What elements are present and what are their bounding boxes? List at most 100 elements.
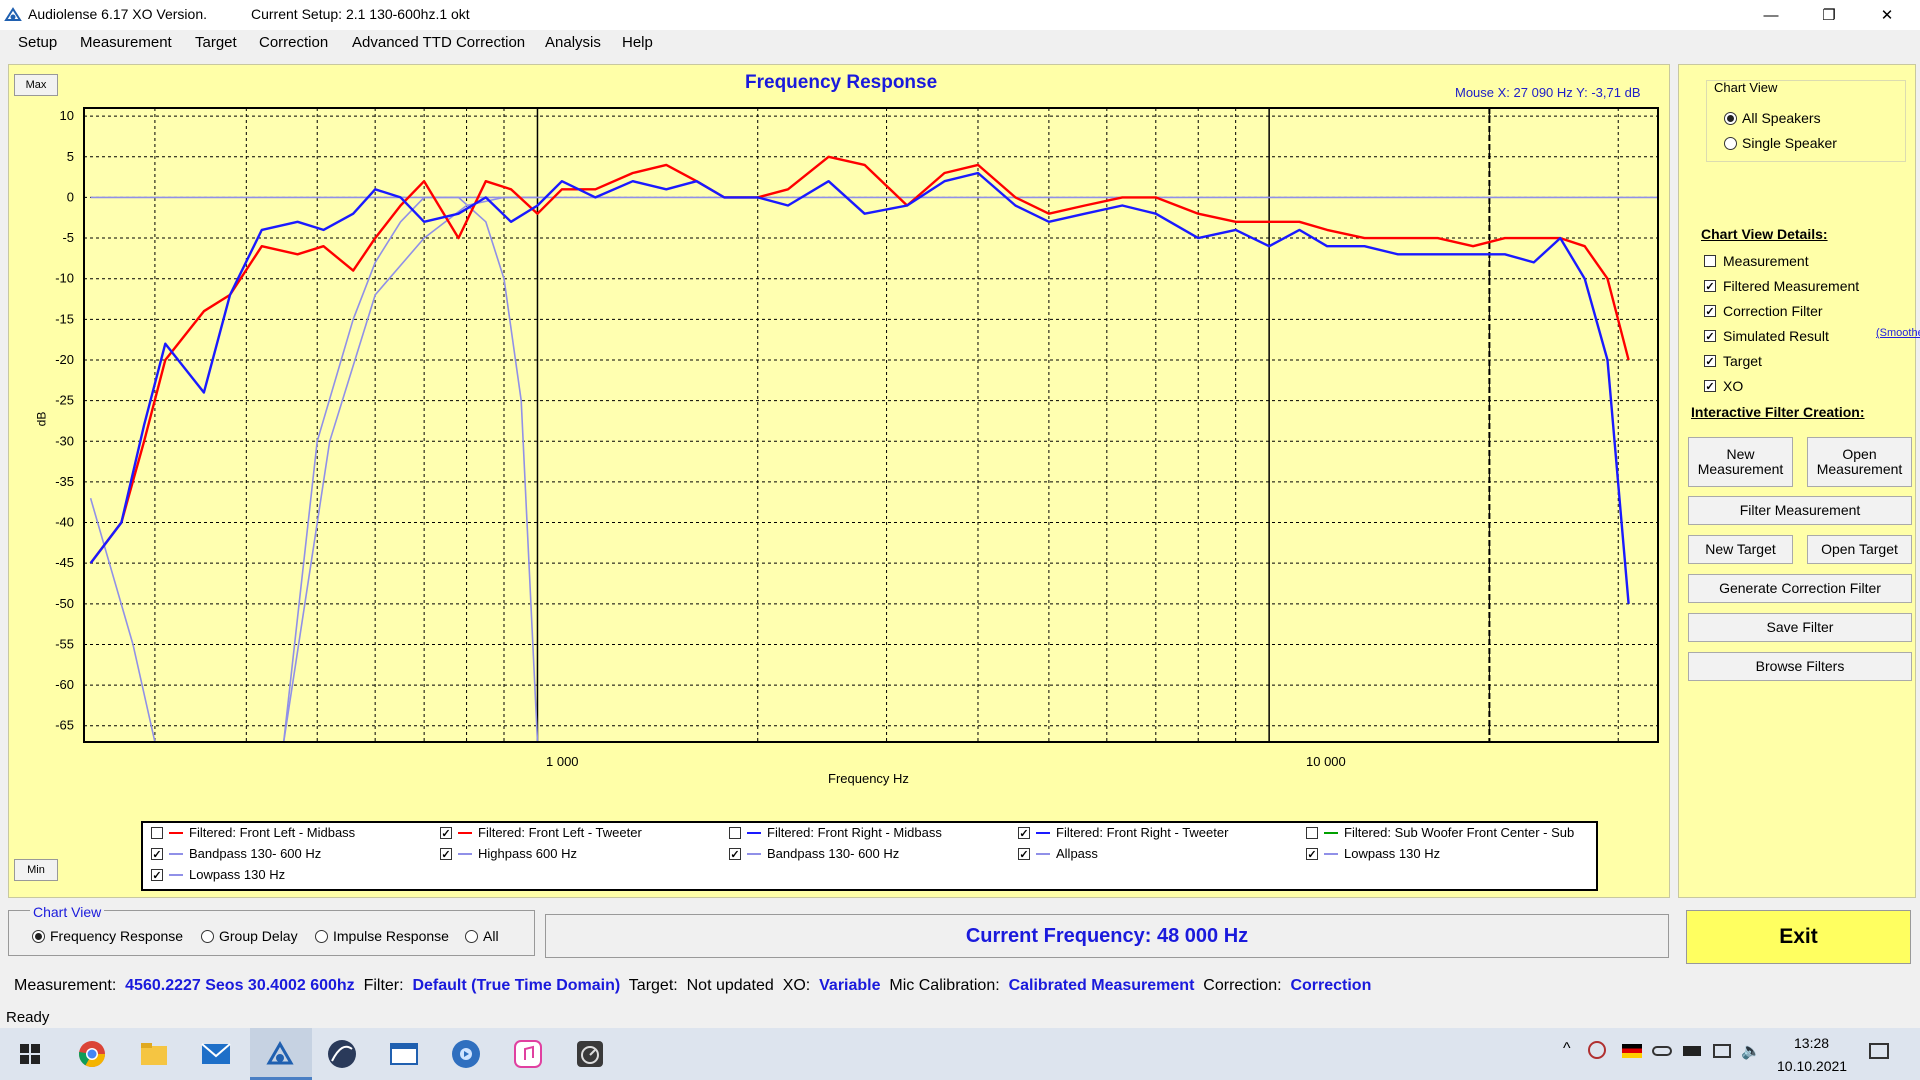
tray-chevron-icon[interactable]: ^ <box>1563 1040 1571 1057</box>
mail-icon[interactable] <box>198 1036 234 1072</box>
legend-checkbox[interactable] <box>729 847 741 860</box>
legend-label: Bandpass 130- 600 Hz <box>767 846 900 861</box>
app-title: Audiolense 6.17 XO Version. <box>28 6 208 22</box>
legend-item[interactable]: Filtered: Sub Woofer Front Center - Sub <box>1306 825 1574 840</box>
detail-checkbox[interactable] <box>1704 330 1716 342</box>
group-delay-radio[interactable]: Group Delay <box>201 928 298 944</box>
single-speaker-radio-dot[interactable] <box>1724 136 1737 150</box>
legend-item[interactable]: Bandpass 130- 600 Hz <box>729 846 899 861</box>
save-filter-button[interactable]: Save Filter <box>1688 613 1912 642</box>
legend-item[interactable]: Filtered: Front Right - Midbass <box>729 825 942 840</box>
target-value: Not updated <box>686 977 774 994</box>
legend-item[interactable]: Lowpass 130 Hz <box>151 867 285 882</box>
detail-checkbox-item[interactable]: XO <box>1704 378 1743 394</box>
restore-button[interactable]: ❐ <box>1822 7 1836 24</box>
itunes-icon[interactable] <box>510 1036 546 1072</box>
y-tick-label: -5 <box>62 230 74 245</box>
legend-label: Filtered: Front Left - Midbass <box>189 825 356 840</box>
network-icon[interactable] <box>1713 1044 1731 1058</box>
app-icon-gauge[interactable] <box>572 1036 608 1072</box>
close-button[interactable]: ✕ <box>1880 7 1894 24</box>
legend-item[interactable]: Highpass 600 Hz <box>440 846 577 861</box>
all-speakers-radio[interactable]: All Speakers <box>1724 110 1821 126</box>
frequency-response-radio-dot[interactable] <box>32 929 45 943</box>
legend-label: Filtered: Front Right - Tweeter <box>1056 825 1229 840</box>
app-icon-curve[interactable] <box>324 1036 360 1072</box>
min-button[interactable]: Min <box>14 859 58 881</box>
legend-checkbox[interactable] <box>440 826 452 839</box>
all-radio-dot[interactable] <box>465 929 478 943</box>
windows-start-icon[interactable] <box>12 1036 48 1072</box>
legend-item[interactable]: Allpass <box>1018 846 1098 861</box>
legend-checkbox[interactable] <box>440 847 452 860</box>
impulse-response-radio-dot[interactable] <box>315 929 328 943</box>
legend-label: Bandpass 130- 600 Hz <box>189 846 322 861</box>
clock-time[interactable]: 13:28 <box>1794 1035 1830 1051</box>
generate-correction-filter-button[interactable]: Generate Correction Filter <box>1688 574 1912 603</box>
tray-app-icon[interactable] <box>1588 1041 1606 1059</box>
open-target-button[interactable]: Open Target <box>1807 535 1912 564</box>
detail-checkbox-item[interactable]: Filtered Measurement <box>1704 278 1859 294</box>
new-measurement-button[interactable]: New Measurement <box>1688 437 1793 487</box>
minimize-button[interactable]: — <box>1763 6 1779 24</box>
legend-checkbox[interactable] <box>151 826 163 839</box>
filter-measurement-button[interactable]: Filter Measurement <box>1688 496 1912 525</box>
menu-target[interactable]: Target <box>195 34 237 51</box>
menu-measurement[interactable]: Measurement <box>80 34 172 51</box>
clock-date[interactable]: 10.10.2021 <box>1777 1058 1848 1074</box>
legend-item[interactable]: Filtered: Front Right - Tweeter <box>1018 825 1228 840</box>
impulse-response-radio[interactable]: Impulse Response <box>315 928 449 944</box>
legend-swatch <box>1036 852 1050 855</box>
legend-checkbox[interactable] <box>1018 847 1030 860</box>
volume-icon[interactable]: 🔈 <box>1741 1043 1761 1060</box>
legend-item[interactable]: Lowpass 130 Hz <box>1306 846 1440 861</box>
app-icon-window[interactable] <box>386 1036 422 1072</box>
exit-button[interactable]: Exit <box>1686 910 1911 964</box>
detail-checkbox[interactable] <box>1704 255 1716 267</box>
menu-help[interactable]: Help <box>622 34 653 51</box>
notifications-icon[interactable] <box>1869 1043 1889 1059</box>
detail-checkbox-item[interactable]: Target <box>1704 353 1762 369</box>
legend-checkbox[interactable] <box>151 868 163 881</box>
legend-item[interactable]: Filtered: Front Left - Tweeter <box>440 825 642 840</box>
legend-checkbox[interactable] <box>1306 826 1318 839</box>
audiolense-taskbar-icon[interactable] <box>262 1036 298 1072</box>
menu-correction[interactable]: Correction <box>259 34 329 51</box>
onedrive-icon[interactable] <box>1652 1046 1672 1056</box>
legend-checkbox[interactable] <box>1306 847 1318 860</box>
browse-filters-button[interactable]: Browse Filters <box>1688 652 1912 681</box>
new-target-button[interactable]: New Target <box>1688 535 1793 564</box>
detail-checkbox[interactable] <box>1704 280 1716 292</box>
file-explorer-icon[interactable] <box>136 1036 172 1072</box>
smoothed-link[interactable]: (Smoothed) <box>1876 327 1920 339</box>
legend-checkbox[interactable] <box>151 847 163 860</box>
legend-swatch <box>169 873 183 876</box>
all-speakers-radio-dot[interactable] <box>1724 111 1737 125</box>
frequency-response-radio[interactable]: Frequency Response <box>32 928 183 944</box>
legend-item[interactable]: Bandpass 130- 600 Hz <box>151 846 321 861</box>
detail-checkbox-item[interactable]: Measurement <box>1704 253 1809 269</box>
legend-item[interactable]: Filtered: Front Left - Midbass <box>151 825 355 840</box>
detail-checkbox-item[interactable]: Correction Filter <box>1704 303 1823 319</box>
detail-checkbox-item[interactable]: Simulated Result <box>1704 328 1829 344</box>
legend-checkbox[interactable] <box>1018 826 1030 839</box>
all-radio[interactable]: All <box>465 928 499 944</box>
menu-setup[interactable]: Setup <box>18 34 58 51</box>
group-delay-radio-dot[interactable] <box>201 929 214 943</box>
all-speakers-label: All Speakers <box>1742 110 1821 126</box>
media-player-icon[interactable] <box>448 1036 484 1072</box>
menu-advanced-ttd-correction[interactable]: Advanced TTD Correction <box>352 34 526 51</box>
battery-icon[interactable] <box>1683 1046 1701 1056</box>
legend-checkbox[interactable] <box>729 826 741 839</box>
detail-checkbox[interactable] <box>1704 380 1716 392</box>
tray-language-flag-icon[interactable] <box>1622 1044 1642 1058</box>
series-line <box>89 155 1630 564</box>
max-button[interactable]: Max <box>14 74 58 96</box>
detail-checkbox[interactable] <box>1704 355 1716 367</box>
detail-checkbox[interactable] <box>1704 305 1716 317</box>
single-speaker-radio[interactable]: Single Speaker <box>1724 135 1837 151</box>
menu-analysis[interactable]: Analysis <box>545 34 601 51</box>
open-measurement-button[interactable]: Open Measurement <box>1807 437 1912 487</box>
chrome-icon[interactable] <box>74 1036 110 1072</box>
